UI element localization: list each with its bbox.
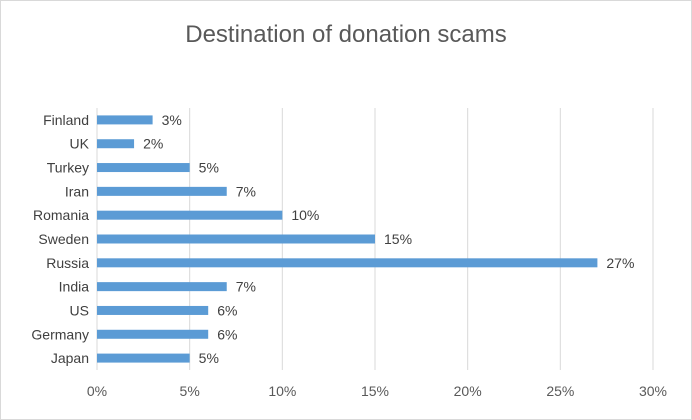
x-tick-label: 0% [87,383,107,399]
x-tick-label: 25% [546,383,574,399]
bar [97,353,190,363]
x-tick-label: 5% [180,383,200,399]
data-label: 10% [291,207,319,223]
bar [97,282,227,292]
category-label: Germany [31,326,89,342]
bar [97,329,209,339]
data-label: 5% [199,160,219,176]
bar [97,258,598,268]
category-label: Russia [46,255,89,271]
x-tick-label: 30% [639,383,667,399]
bar [97,234,375,244]
x-tick-label: 15% [361,383,389,399]
bar [97,163,190,173]
category-label: Finland [43,112,89,128]
category-label: India [59,279,90,295]
category-label: Turkey [47,160,89,176]
chart-title: Destination of donation scams [185,21,507,48]
category-label: Iran [65,183,89,199]
data-label: 7% [236,183,256,199]
bar [97,305,209,315]
data-label: 27% [606,255,634,271]
bar [97,139,135,149]
bar [97,210,283,220]
bar [97,115,153,125]
category-label: Romania [33,207,89,223]
category-label: UK [70,136,90,152]
data-label: 15% [384,231,412,247]
data-label: 5% [199,350,219,366]
x-tick-label: 10% [268,383,296,399]
data-label: 7% [236,279,256,295]
data-label: 6% [217,326,237,342]
x-tick-label: 20% [454,383,482,399]
data-label: 2% [143,136,163,152]
category-label: Sweden [38,231,89,247]
bar [97,186,227,196]
data-label: 6% [217,302,237,318]
category-label: US [70,302,89,318]
data-label: 3% [162,112,182,128]
category-label: Japan [51,350,89,366]
